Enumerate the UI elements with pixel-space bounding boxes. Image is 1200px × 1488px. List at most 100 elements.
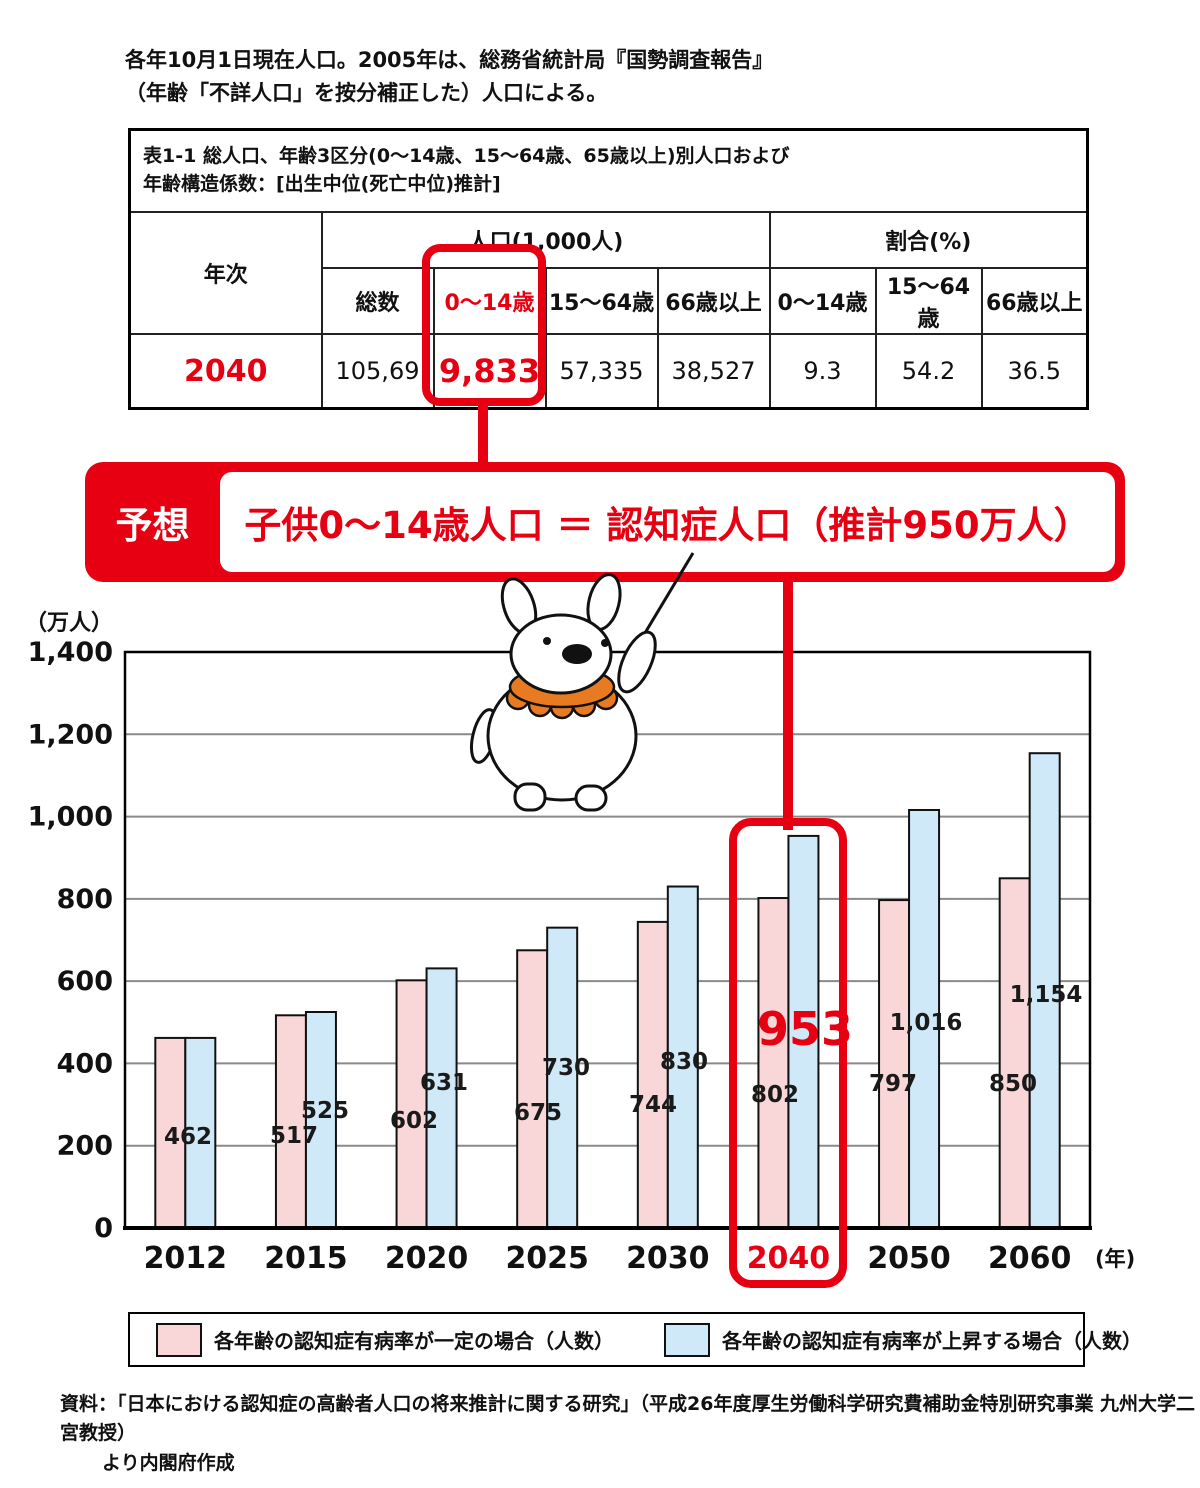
ytick-800: 800 xyxy=(57,884,113,915)
bar-label-2020-rising: 631 xyxy=(420,1070,468,1096)
bar-label-2050-rising: 1,016 xyxy=(890,1010,963,1036)
highlight-box-table-cell xyxy=(422,244,546,406)
bar-2025-fixed xyxy=(516,949,549,1229)
bar-2012-rising xyxy=(184,1036,217,1230)
bar-label-2030-rising: 830 xyxy=(660,1049,708,1075)
xtick-2030: 2030 xyxy=(626,1241,710,1276)
bar-label-2015-fixed: 517 xyxy=(270,1123,318,1149)
bar-label-2020-fixed: 602 xyxy=(390,1108,438,1134)
bar-2020-rising xyxy=(425,967,458,1229)
xtick-2025: 2025 xyxy=(505,1241,589,1276)
cell-ratio0-14: 9.3 xyxy=(768,333,877,410)
subheader-ratio66plus: 66歳以上 xyxy=(980,267,1089,335)
ytick-200: 200 xyxy=(57,1131,113,1162)
bar-2050-rising xyxy=(908,808,941,1229)
mascot-right-arm xyxy=(617,630,657,694)
bar-2030-fixed xyxy=(636,920,669,1229)
dementia-population-bar-chart: 0 200 400 600 800 1,000 1,200 1,400（万人） 462 51752… xyxy=(25,552,1135,1276)
bar-2060-rising xyxy=(1028,752,1061,1229)
mascot-right-eye xyxy=(601,639,609,647)
prediction-callout: 予想 子供0〜14歳人口 ＝ 認知症人口（推計950万人） xyxy=(85,462,1125,582)
bar-label-2015-rising: 525 xyxy=(301,1098,349,1124)
connector-table-to-callout xyxy=(478,400,488,468)
prediction-callout-inner: 子供0〜14歳人口 ＝ 認知症人口（推計950万人） xyxy=(220,472,1115,572)
connector-callout-to-2040 xyxy=(783,578,793,830)
table-title: 表1-1 総人口、年齢3区分(0〜14歳、15〜64歳、65歳以上)別人口および… xyxy=(128,128,1089,213)
subheader-age15-64: 15〜64歳 xyxy=(544,267,659,335)
legend-swatch-pink xyxy=(156,1322,202,1357)
highlight-box-2040-bars xyxy=(729,818,847,1288)
bar-label-2040-fixed: 802 xyxy=(751,1082,799,1108)
subheader-age66plus: 66歳以上 xyxy=(656,267,771,335)
xtick-2040: 2040 xyxy=(747,1241,831,1276)
cell-year: 2040 xyxy=(128,333,323,410)
xtick-2015: 2015 xyxy=(264,1241,348,1276)
legend-item-fixed-rate: 各年齢の認知症有病率が一定の場合（人数） xyxy=(156,1322,614,1357)
legend-label-rising-rate: 各年齢の認知症有病率が上昇する場合（人数） xyxy=(722,1329,1142,1353)
legend-label-fixed-rate: 各年齢の認知症有病率が一定の場合（人数） xyxy=(214,1329,614,1353)
bar-label-2060-rising: 1,154 xyxy=(1010,982,1083,1008)
subheader-age0-14: 0〜14歳 xyxy=(432,267,547,335)
bar-label-2025-rising: 730 xyxy=(542,1055,590,1081)
cell-age15-64: 57,335 xyxy=(544,333,659,410)
ytick-1200: 1,200 xyxy=(28,719,113,750)
mascot-head xyxy=(509,613,613,695)
x-axis-unit-label: (年) xyxy=(1095,1247,1135,1271)
ytick-600: 600 xyxy=(57,966,113,997)
bar-label-2040-rising: 953 xyxy=(757,1002,853,1056)
ytick-1000: 1,000 xyxy=(28,802,113,833)
prediction-badge: 予想 xyxy=(115,504,190,547)
mascot-left-eye xyxy=(543,637,551,645)
bar-2040-rising xyxy=(787,834,820,1229)
population-table: 表1-1 総人口、年齢3区分(0〜14歳、15〜64歳、65歳以上)別人口および… xyxy=(128,128,1089,410)
ytick-1400: 1,400 xyxy=(28,637,113,668)
y-axis-unit-label: （万人） xyxy=(25,611,113,636)
col-header-year: 年次 xyxy=(128,211,323,335)
mascot-right-foot xyxy=(574,784,608,812)
cell-ratio65plus: 36.5 xyxy=(980,333,1089,410)
source-note: 資料：「日本における認知症の高齢者人口の将来推計に関する研究」（平成26年度厚生… xyxy=(60,1390,1200,1478)
chart-legend: 各年齢の認知症有病率が一定の場合（人数） 各年齢の認知症有病率が上昇する場合（人… xyxy=(128,1312,1142,1367)
bar-2030-rising xyxy=(666,885,699,1229)
mascot-pointer-stick xyxy=(640,552,695,639)
table-title-line2: 年齢構造係数：[出生中位(死亡中位)推計] xyxy=(143,173,501,195)
mascot-dog xyxy=(469,552,695,812)
xtick-2012: 2012 xyxy=(144,1241,228,1276)
bar-2025-rising xyxy=(546,926,579,1230)
cell-age65plus: 38,527 xyxy=(656,333,771,410)
population-table-wrapper: 表1-1 総人口、年齢3区分(0〜14歳、15〜64歳、65歳以上)別人口および… xyxy=(128,128,1089,410)
subheader-ratio15-64: 15〜64歳 xyxy=(874,267,983,335)
mascot-left-foot xyxy=(513,782,547,812)
ytick-0: 0 xyxy=(94,1213,113,1244)
cell-ratio15-64: 54.2 xyxy=(874,333,983,410)
prediction-text: 子供0〜14歳人口 ＝ 認知症人口（推計950万人） xyxy=(244,504,1091,547)
bar-2020-fixed xyxy=(395,979,428,1229)
source-line1: 資料：「日本における認知症の高齢者人口の将来推計に関する研究」（平成26年度厚生… xyxy=(60,1393,1196,1445)
bar-label-2050-fixed: 797 xyxy=(869,1071,917,1097)
header-note-line2: （年齢「不詳人口」を按分補正した）人口による。 xyxy=(125,80,608,105)
bar-2015-rising xyxy=(304,1011,337,1229)
mascot-nose xyxy=(562,644,592,664)
xtick-2060: 2060 xyxy=(988,1241,1072,1276)
bar-label-2030-fixed: 744 xyxy=(629,1092,677,1118)
legend-item-rising-rate: 各年齢の認知症有病率が上昇する場合（人数） xyxy=(664,1322,1142,1357)
cell-age0-14: 9,833 xyxy=(432,333,547,410)
subheader-total: 総数 xyxy=(320,267,435,335)
bar-2050-fixed xyxy=(878,899,911,1229)
group-header-ratio: 割合(%) xyxy=(768,211,1089,269)
source-line2: より内閣府作成 xyxy=(102,1451,235,1474)
subheader-ratio0-14: 0〜14歳 xyxy=(768,267,877,335)
cell-total: 105,69 xyxy=(320,333,435,410)
bar-label-2012-fixed: 462 xyxy=(164,1124,212,1150)
header-note-line1: 各年10月1日現在人口。2005年は、総務省統計局『国勢調査報告』 xyxy=(125,48,774,72)
table-title-line1: 表1-1 総人口、年齢3区分(0〜14歳、15〜64歳、65歳以上)別人口および xyxy=(143,145,790,168)
xtick-2050: 2050 xyxy=(867,1241,951,1276)
bar-2012-fixed xyxy=(154,1036,187,1230)
bar-label-2060-fixed: 850 xyxy=(989,1071,1037,1097)
bar-2040-fixed xyxy=(757,897,790,1230)
bar-2060-fixed xyxy=(998,877,1031,1229)
header-note: 各年10月1日現在人口。2005年は、総務省統計局『国勢調査報告』 （年齢「不詳… xyxy=(125,44,773,109)
bar-label-2025-fixed: 675 xyxy=(514,1100,562,1126)
xtick-2020: 2020 xyxy=(385,1241,469,1276)
